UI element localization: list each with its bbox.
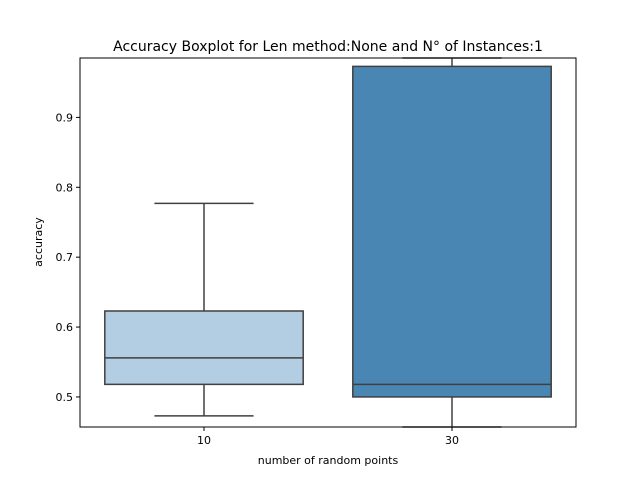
- y-axis-label: accuracy: [32, 217, 45, 267]
- plot-frame: [79, 57, 577, 428]
- y-tick-label-1: 0.6: [56, 321, 74, 334]
- box-30: [352, 57, 552, 428]
- x-axis-label: number of random points: [258, 454, 399, 467]
- x-tick-label-30: 30: [445, 434, 459, 447]
- box-10: [104, 202, 304, 417]
- y-tick-label-4: 0.9: [56, 111, 74, 124]
- x-tick-label-10: 10: [197, 434, 211, 447]
- box-body-10: [104, 310, 304, 386]
- y-tick-label-0: 0.5: [56, 391, 74, 404]
- chart-title: Accuracy Boxplot for Len method:None and…: [113, 39, 543, 55]
- y-tick-label-2: 0.7: [56, 251, 74, 264]
- box-body-30: [352, 65, 552, 398]
- y-tick-label-3: 0.8: [56, 181, 74, 194]
